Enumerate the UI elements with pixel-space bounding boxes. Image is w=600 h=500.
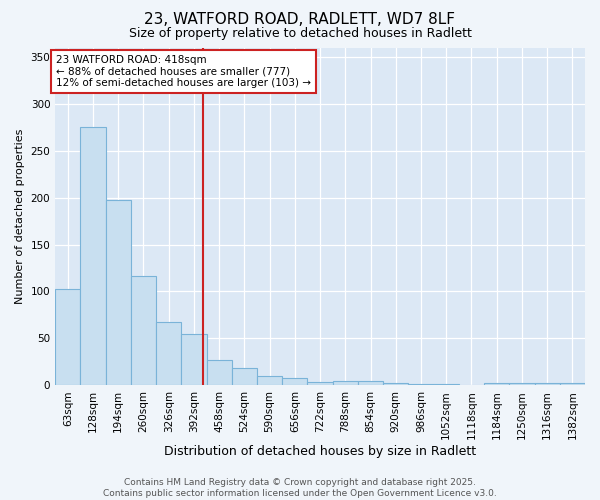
Bar: [332, 380, 358, 386]
Bar: [434, 384, 459, 386]
Bar: [484, 382, 509, 386]
Text: Size of property relative to detached houses in Radlett: Size of property relative to detached ho…: [128, 28, 472, 40]
Bar: [80, 128, 106, 386]
Text: Contains HM Land Registry data © Crown copyright and database right 2025.
Contai: Contains HM Land Registry data © Crown c…: [103, 478, 497, 498]
X-axis label: Distribution of detached houses by size in Radlett: Distribution of detached houses by size …: [164, 444, 476, 458]
Bar: [282, 378, 307, 386]
Bar: [535, 384, 560, 386]
Text: 23, WATFORD ROAD, RADLETT, WD7 8LF: 23, WATFORD ROAD, RADLETT, WD7 8LF: [145, 12, 455, 28]
Bar: [156, 322, 181, 386]
Bar: [232, 368, 257, 386]
Bar: [509, 384, 535, 386]
Bar: [409, 384, 434, 386]
Y-axis label: Number of detached properties: Number of detached properties: [15, 128, 25, 304]
Bar: [106, 200, 131, 386]
Bar: [55, 288, 80, 386]
Bar: [307, 382, 332, 386]
Bar: [560, 384, 585, 386]
Bar: [206, 360, 232, 386]
Bar: [383, 384, 409, 386]
Bar: [358, 380, 383, 386]
Bar: [131, 276, 156, 386]
Bar: [181, 334, 206, 386]
Text: 23 WATFORD ROAD: 418sqm
← 88% of detached houses are smaller (777)
12% of semi-d: 23 WATFORD ROAD: 418sqm ← 88% of detache…: [56, 55, 311, 88]
Bar: [257, 376, 282, 386]
